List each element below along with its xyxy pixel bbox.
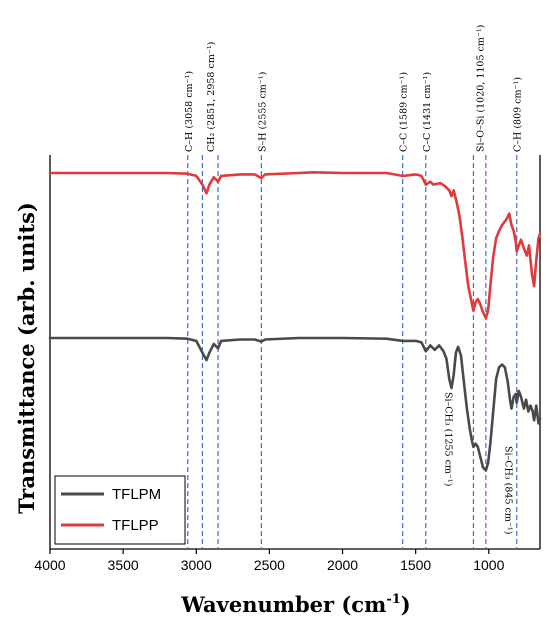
peak-label-3058: C–H (3058 cm⁻¹) xyxy=(184,71,195,152)
x-tick-label-3000: 3000 xyxy=(181,557,212,573)
series-line-tflpm xyxy=(48,336,542,472)
peak-label-1431: C–C (1431 cm⁻¹) xyxy=(422,72,433,152)
plot-frame xyxy=(49,155,541,550)
series-group xyxy=(48,171,542,472)
peak-label-2555: S–H (2555 cm⁻¹) xyxy=(257,72,268,152)
x-tick-label-1500: 1500 xyxy=(400,557,431,573)
legend-label-tflpm: TFLPM xyxy=(112,486,161,503)
x-axis-label-close: ) xyxy=(401,592,411,617)
legend-label-tflpp: TFLPP xyxy=(112,517,159,534)
x-tick-label-2000: 2000 xyxy=(327,557,358,573)
legend: TFLPM TFLPP xyxy=(54,475,186,545)
x-tick-label-4000: 4000 xyxy=(34,557,65,573)
x-axis-ticks: 4000 3500 3000 2500 2000 1500 1000 xyxy=(34,549,505,573)
peak-label-1589: C–C (1589 cm⁻¹) xyxy=(399,72,410,152)
peak-labels: C–H (3058 cm⁻¹) CH₂ (2851, 2958 cm⁻¹) S–H … xyxy=(184,25,524,152)
x-axis-label-sup: -1 xyxy=(386,592,400,607)
peak-label-1105: Si–O–Si (1020, 1105 cm⁻¹) xyxy=(476,25,487,152)
x-tick-label-1000: 1000 xyxy=(473,557,504,573)
x-axis-label: Wavenumber (cm-1) xyxy=(180,592,410,617)
peak-label-809: C–H (809 cm⁻¹) xyxy=(513,77,524,152)
x-axis-label-text: Wavenumber (cm xyxy=(180,592,386,617)
x-tick-label-3500: 3500 xyxy=(108,557,139,573)
annotation-si-ch3-845: Si–CH₃ (845 cm⁻¹) xyxy=(503,446,514,534)
y-axis-label: Transmittance (arb. units) xyxy=(14,202,39,514)
x-tick-label-2500: 2500 xyxy=(254,557,285,573)
reference-lines xyxy=(187,155,518,549)
annotation-si-ch3-1255: Si–CH₃ (1255 cm⁻¹) xyxy=(443,392,454,486)
series-line-tflpp xyxy=(48,171,542,320)
peak-label-2851: CH₂ (2851, 2958 cm⁻¹) xyxy=(206,42,217,152)
legend-box xyxy=(54,475,186,545)
annotations: Si–CH₃ (1255 cm⁻¹) Si–CH₃ (845 cm⁻¹) xyxy=(443,392,514,534)
